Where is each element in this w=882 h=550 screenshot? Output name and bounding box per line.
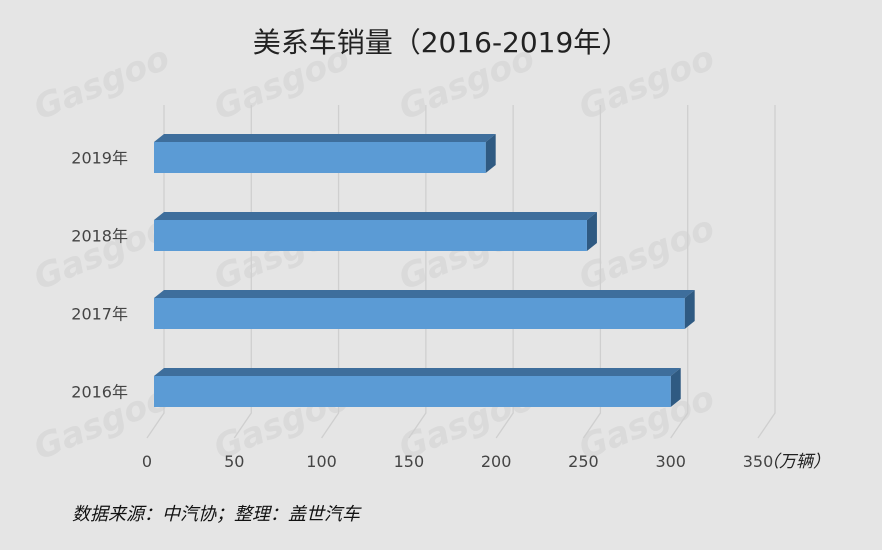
bar — [154, 298, 685, 329]
source-note: 数据来源：中汽协；整理：盖世汽车 — [72, 504, 362, 525]
x-tick-label: 250 — [568, 452, 599, 471]
bar-top — [154, 134, 496, 142]
gridline — [408, 105, 427, 439]
bar — [154, 376, 671, 407]
category-label: 2019年 — [71, 149, 128, 168]
gridline — [670, 105, 689, 439]
bar-top — [154, 212, 597, 220]
gridline — [582, 105, 602, 439]
category-label: 2017年 — [71, 305, 128, 324]
bar-side — [684, 290, 695, 329]
gridline — [146, 105, 165, 439]
category-label: 2018年 — [71, 227, 128, 246]
category-labels: 2019年 2018年 2017年 2016年 — [71, 149, 128, 402]
bar-top — [154, 368, 681, 376]
gridline — [495, 105, 514, 439]
bar-side — [485, 134, 496, 173]
x-tick-label: 150 — [394, 452, 425, 471]
gridline — [321, 105, 340, 439]
bar — [154, 220, 587, 251]
x-tick-label: 100 — [306, 452, 337, 471]
chart-title: 美系车销量（2016-2019年） — [253, 26, 630, 59]
x-tick-label: 0 — [142, 452, 152, 471]
gridlines — [146, 105, 776, 439]
x-tick-label: 300 — [655, 452, 686, 471]
gridline — [757, 105, 776, 439]
bar-side — [586, 212, 597, 251]
bars — [154, 134, 695, 407]
bar — [154, 142, 486, 173]
category-label: 2016年 — [71, 383, 128, 402]
x-tick-label: 200 — [481, 452, 512, 471]
bar-top — [154, 290, 695, 298]
x-tick-labels: 0 50 100 150 200 250 300 350 — [142, 452, 773, 471]
x-tick-label: 350 — [743, 452, 774, 471]
bar-side — [670, 368, 681, 407]
x-tick-label: 50 — [224, 452, 244, 471]
gridline — [233, 105, 252, 439]
x-axis-unit: （万辆） — [762, 452, 830, 472]
